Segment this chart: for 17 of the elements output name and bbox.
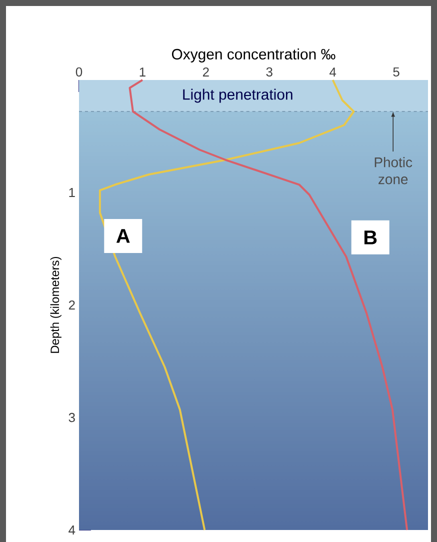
x-tick-label: 3 — [266, 67, 272, 76]
x-tick-label: 5 — [393, 67, 400, 76]
line-series — [98, 79, 355, 532]
annotation: Photic zone — [374, 157, 412, 184]
x-axis-title: Oxygen concentration ‰ — [172, 48, 336, 62]
y-tick-label: 1 — [69, 188, 75, 197]
series-label: B — [364, 230, 377, 244]
series-label: A — [116, 229, 130, 243]
band-label: Light penetration — [183, 88, 292, 103]
y-axis-title: Depth (kilometers) — [50, 256, 62, 353]
y-tick-label: 2 — [68, 300, 75, 310]
x-tick-label: 0 — [76, 67, 82, 76]
y-tick-label: 3 — [68, 412, 75, 422]
x-tick-label: 4 — [330, 68, 336, 76]
y-tick-label: 4 — [68, 526, 76, 534]
x-tick-label: 1 — [140, 68, 146, 76]
x-tick-label: 2 — [202, 67, 209, 76]
